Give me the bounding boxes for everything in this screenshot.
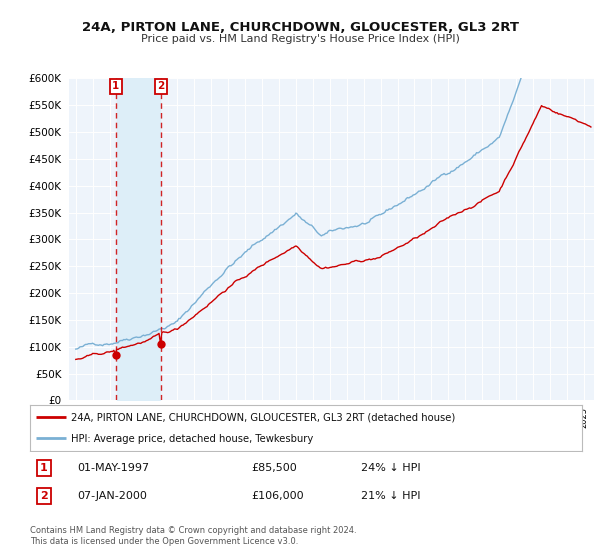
Text: 24A, PIRTON LANE, CHURCHDOWN, GLOUCESTER, GL3 2RT (detached house): 24A, PIRTON LANE, CHURCHDOWN, GLOUCESTER… (71, 413, 455, 423)
Text: £85,500: £85,500 (251, 463, 296, 473)
Text: 21% ↓ HPI: 21% ↓ HPI (361, 491, 421, 501)
Text: 24A, PIRTON LANE, CHURCHDOWN, GLOUCESTER, GL3 2RT: 24A, PIRTON LANE, CHURCHDOWN, GLOUCESTER… (82, 21, 518, 34)
Text: £106,000: £106,000 (251, 491, 304, 501)
Text: Price paid vs. HM Land Registry's House Price Index (HPI): Price paid vs. HM Land Registry's House … (140, 34, 460, 44)
Text: 1: 1 (112, 81, 119, 91)
Text: HPI: Average price, detached house, Tewkesbury: HPI: Average price, detached house, Tewk… (71, 434, 314, 444)
Text: 24% ↓ HPI: 24% ↓ HPI (361, 463, 421, 473)
Text: Contains HM Land Registry data © Crown copyright and database right 2024.
This d: Contains HM Land Registry data © Crown c… (30, 526, 356, 546)
Text: 1: 1 (40, 463, 47, 473)
Text: 07-JAN-2000: 07-JAN-2000 (77, 491, 147, 501)
Text: 2: 2 (157, 81, 164, 91)
Text: 01-MAY-1997: 01-MAY-1997 (77, 463, 149, 473)
Text: 2: 2 (40, 491, 47, 501)
